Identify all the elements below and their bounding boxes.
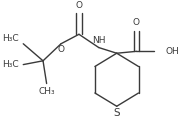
Text: O: O	[58, 45, 64, 54]
Text: S: S	[113, 108, 120, 118]
Text: O: O	[133, 18, 140, 27]
Text: H₃C: H₃C	[2, 34, 19, 43]
Text: OH: OH	[165, 47, 179, 56]
Text: NH: NH	[92, 36, 106, 45]
Text: H₃C: H₃C	[2, 60, 19, 69]
Text: CH₃: CH₃	[38, 87, 55, 96]
Text: O: O	[76, 1, 82, 10]
